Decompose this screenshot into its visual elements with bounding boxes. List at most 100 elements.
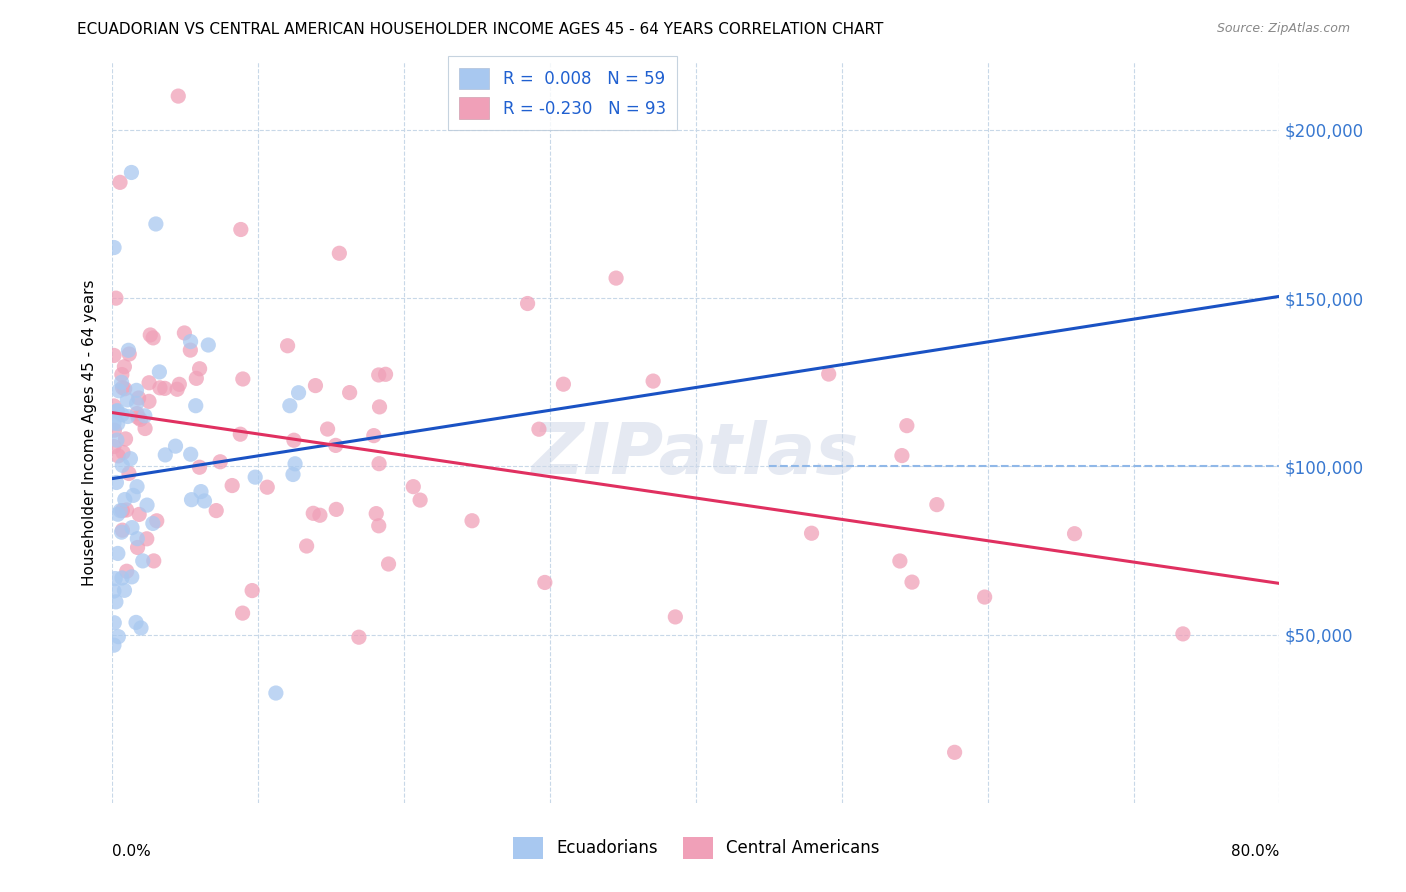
Point bbox=[142, 331, 165, 345]
Point bbox=[103, 348, 125, 362]
Point bbox=[145, 217, 167, 231]
Point bbox=[125, 615, 148, 630]
Point bbox=[232, 372, 254, 386]
Point bbox=[103, 440, 125, 454]
Point bbox=[221, 478, 243, 492]
Point bbox=[188, 361, 211, 376]
Point bbox=[901, 575, 924, 590]
Text: 0.0%: 0.0% bbox=[112, 844, 152, 858]
Point bbox=[325, 502, 347, 516]
Point bbox=[817, 367, 839, 381]
Point bbox=[138, 394, 160, 409]
Point bbox=[103, 584, 125, 599]
Point bbox=[134, 409, 156, 423]
Point bbox=[103, 399, 125, 413]
Point bbox=[283, 434, 305, 448]
Point bbox=[367, 368, 389, 382]
Point bbox=[114, 432, 136, 446]
Point bbox=[136, 498, 159, 512]
Point bbox=[890, 449, 912, 463]
Y-axis label: Householder Income Ages 45 - 64 years: Householder Income Ages 45 - 64 years bbox=[82, 279, 97, 586]
Point bbox=[125, 384, 148, 398]
Point bbox=[125, 396, 148, 410]
Point bbox=[1063, 526, 1085, 541]
Point bbox=[125, 480, 148, 494]
Point bbox=[167, 89, 190, 103]
Point bbox=[142, 516, 165, 531]
Point bbox=[107, 384, 129, 398]
Point bbox=[328, 246, 350, 260]
Point bbox=[135, 532, 157, 546]
Point bbox=[128, 391, 150, 405]
Point bbox=[117, 409, 139, 424]
Point bbox=[402, 480, 425, 494]
Point bbox=[232, 606, 254, 620]
Point bbox=[889, 554, 911, 568]
Point bbox=[245, 470, 267, 484]
Point bbox=[553, 377, 575, 392]
Point bbox=[339, 385, 361, 400]
Point bbox=[129, 412, 152, 426]
Point bbox=[103, 615, 125, 630]
Point bbox=[209, 455, 232, 469]
Point bbox=[111, 523, 134, 537]
Point bbox=[127, 532, 149, 546]
Point bbox=[367, 518, 389, 533]
Point bbox=[115, 503, 138, 517]
Point bbox=[409, 493, 432, 508]
Point bbox=[295, 539, 318, 553]
Point bbox=[180, 492, 202, 507]
Point bbox=[973, 590, 995, 604]
Point bbox=[527, 422, 550, 436]
Point bbox=[115, 564, 138, 578]
Point bbox=[197, 338, 219, 352]
Point bbox=[180, 334, 202, 349]
Point bbox=[800, 526, 823, 541]
Point bbox=[205, 503, 228, 517]
Point bbox=[111, 408, 134, 422]
Point bbox=[114, 382, 136, 396]
Point bbox=[110, 525, 132, 540]
Text: ECUADORIAN VS CENTRAL AMERICAN HOUSEHOLDER INCOME AGES 45 - 64 YEARS CORRELATION: ECUADORIAN VS CENTRAL AMERICAN HOUSEHOLD… bbox=[77, 22, 884, 37]
Point bbox=[179, 343, 201, 357]
Point bbox=[347, 630, 370, 644]
Point bbox=[145, 514, 167, 528]
Point bbox=[104, 595, 127, 609]
Point bbox=[104, 291, 127, 305]
Point bbox=[105, 404, 128, 418]
Point bbox=[229, 427, 252, 442]
Point bbox=[114, 492, 136, 507]
Point bbox=[112, 359, 135, 374]
Point bbox=[117, 392, 139, 407]
Point bbox=[461, 514, 484, 528]
Point bbox=[132, 554, 155, 568]
Point bbox=[117, 343, 139, 358]
Point bbox=[105, 433, 128, 447]
Point bbox=[229, 222, 252, 236]
Point bbox=[193, 494, 215, 508]
Point bbox=[190, 484, 212, 499]
Point bbox=[110, 503, 132, 517]
Point bbox=[107, 417, 129, 431]
Point bbox=[121, 520, 143, 534]
Point bbox=[925, 498, 948, 512]
Point bbox=[129, 621, 152, 635]
Point bbox=[169, 377, 191, 392]
Point bbox=[107, 546, 129, 560]
Point bbox=[107, 507, 129, 521]
Point bbox=[103, 638, 125, 652]
Point bbox=[114, 583, 136, 598]
Point bbox=[534, 575, 557, 590]
Text: ZIPatlas: ZIPatlas bbox=[533, 420, 859, 490]
Point bbox=[302, 506, 325, 520]
Point bbox=[309, 508, 332, 523]
Point bbox=[153, 381, 176, 395]
Point bbox=[120, 165, 142, 179]
Point bbox=[516, 296, 538, 310]
Point bbox=[173, 326, 195, 340]
Point bbox=[118, 467, 141, 481]
Point bbox=[368, 400, 391, 414]
Point bbox=[103, 416, 125, 430]
Point bbox=[664, 610, 686, 624]
Point bbox=[127, 410, 149, 425]
